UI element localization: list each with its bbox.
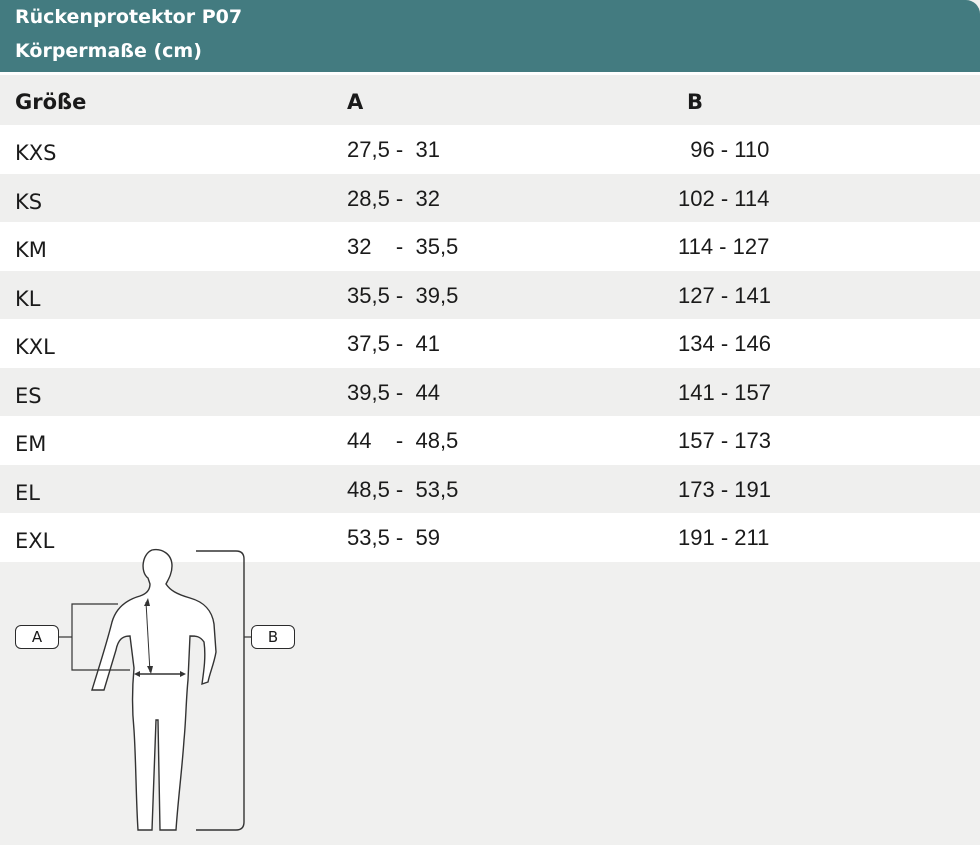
table-row: KXL 37,5 - 41 134 - 146	[0, 319, 980, 368]
table-row: KM 32 - 35,5 114 - 127	[0, 222, 980, 271]
header-banner: Rückenprotektor P07 Körpermaße (cm)	[0, 0, 980, 72]
header-divider	[0, 72, 980, 75]
table-row: EM 44 - 48,5 157 - 173	[0, 416, 980, 465]
size-cell: EXL	[15, 529, 55, 553]
b-cell: 102 - 114	[678, 185, 770, 211]
a-cell: 32 - 35,5	[347, 234, 459, 259]
table-row: KXS 27,5 - 31 96 - 110	[0, 125, 980, 174]
b-cell: 134 - 146	[678, 331, 771, 356]
size-cell: KXL	[15, 335, 55, 359]
column-header-a: A	[347, 90, 364, 114]
column-header-size: Größe	[15, 90, 87, 114]
measure-a-line	[145, 601, 151, 673]
b-cell: 173 - 191	[678, 476, 771, 502]
bracket-b	[196, 550, 245, 831]
a-cell: 35,5 - 39,5	[347, 282, 459, 308]
b-cell: 191 - 211	[678, 525, 770, 550]
a-cell: 53,5 - 59	[347, 525, 440, 550]
size-cell: KM	[15, 238, 47, 262]
a-cell: 44 - 48,5	[347, 428, 459, 453]
label-a-box: A	[15, 625, 59, 649]
size-cell: KS	[15, 189, 43, 214]
label-b-box: B	[251, 625, 295, 649]
a-cell: 28,5 - 32	[347, 185, 440, 211]
a-cell: 39,5 - 44	[347, 379, 440, 405]
body-outline-icon	[58, 548, 252, 831]
b-cell: 141 - 157	[678, 379, 771, 405]
table-row: ES 39,5 - 44 141 - 157	[0, 367, 980, 416]
b-cell: 114 - 127	[678, 234, 770, 259]
column-header-row: Größe A B	[0, 75, 980, 125]
a-cell: 37,5 - 41	[347, 331, 440, 356]
size-table: KXS 27,5 - 31 96 - 110 KS 28,5 - 32 102 …	[0, 125, 980, 562]
b-cell: 127 - 141	[678, 282, 771, 308]
table-row: KS 28,5 - 32 102 - 114	[0, 173, 980, 222]
size-cell: KL	[15, 286, 41, 311]
body-measurement-figure: A B	[0, 540, 320, 840]
a-cell: 27,5 - 31	[347, 137, 440, 162]
table-row: EL 48,5 - 53,5 173 - 191	[0, 464, 980, 513]
b-cell: 96 - 110	[678, 137, 770, 162]
product-title: Rückenprotektor P07	[15, 6, 243, 28]
size-cell: ES	[15, 383, 42, 408]
b-cell: 157 - 173	[678, 428, 771, 453]
column-header-b: B	[687, 90, 704, 114]
body-silhouette	[91, 548, 217, 831]
table-row: KL 35,5 - 39,5 127 - 141	[0, 270, 980, 319]
table-subtitle: Körpermaße (cm)	[15, 40, 202, 62]
size-cell: KXS	[15, 141, 57, 165]
size-cell: EL	[15, 480, 40, 505]
size-cell: EM	[15, 432, 47, 456]
a-cell: 48,5 - 53,5	[347, 476, 459, 502]
